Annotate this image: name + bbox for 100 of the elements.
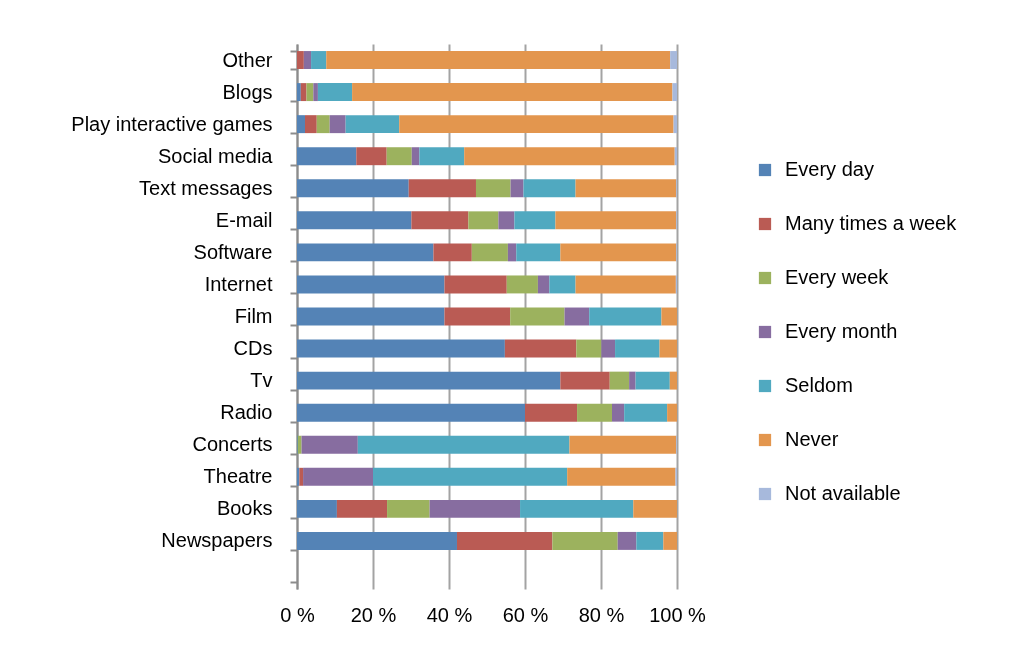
- bar: [429, 499, 521, 518]
- x-tick-label: 0 %: [280, 603, 315, 626]
- bar: [555, 211, 677, 230]
- bar: [636, 531, 664, 550]
- y-tick-label: Play interactive games: [71, 112, 273, 135]
- bar: [663, 531, 677, 550]
- bar: [419, 147, 465, 166]
- bar: [601, 339, 616, 358]
- bar: [670, 51, 677, 70]
- bar: [669, 371, 677, 390]
- bar: [569, 435, 677, 454]
- y-tick-label: CDs: [233, 337, 273, 360]
- legend-label: Seldom: [785, 374, 853, 396]
- bar: [549, 275, 576, 294]
- x-tick-label: 80 %: [578, 603, 625, 626]
- bar: [504, 339, 577, 358]
- bar: [560, 371, 610, 390]
- bar: [297, 179, 409, 198]
- bar: [297, 147, 357, 166]
- bar: [506, 275, 538, 294]
- bar: [577, 403, 613, 422]
- bar: [297, 211, 412, 230]
- bar: [471, 243, 508, 262]
- legend-label: Never: [785, 428, 839, 450]
- y-tick-label: Software: [193, 240, 273, 263]
- legend-label: Many times a week: [785, 212, 958, 234]
- bar: [433, 243, 472, 262]
- legend-label: Every week: [785, 266, 890, 288]
- y-tick-label: Social media: [157, 144, 274, 167]
- bar: [387, 499, 430, 518]
- bar: [299, 467, 304, 486]
- bar: [303, 51, 312, 70]
- bar: [523, 179, 576, 198]
- bar: [552, 531, 618, 550]
- bar: [386, 147, 412, 166]
- bar: [303, 467, 373, 486]
- bar: [313, 83, 318, 102]
- bar: [297, 243, 434, 262]
- bar: [510, 307, 565, 326]
- y-tick-label: Internet: [204, 272, 273, 295]
- bar: [635, 371, 670, 390]
- bar: [356, 147, 387, 166]
- bar: [456, 531, 553, 550]
- bar: [444, 307, 511, 326]
- y-tick-label: Tv: [250, 369, 273, 392]
- bar: [311, 51, 327, 70]
- bar: [633, 499, 677, 518]
- bar: [301, 435, 358, 454]
- bar: [399, 115, 674, 134]
- bar: [297, 499, 337, 518]
- y-tick-label: Blogs: [222, 80, 273, 103]
- bar: [567, 467, 676, 486]
- bar: [297, 51, 304, 70]
- bar: [297, 115, 305, 134]
- bar: [589, 307, 662, 326]
- bar: [564, 307, 590, 326]
- bar: [297, 275, 445, 294]
- bar: [464, 147, 675, 166]
- bar: [617, 531, 637, 550]
- bar: [297, 339, 505, 358]
- bar: [629, 371, 636, 390]
- y-tick-label: E-mail: [215, 208, 273, 231]
- y-tick-label: Concerts: [192, 433, 273, 456]
- bar: [411, 211, 469, 230]
- bar: [297, 371, 561, 390]
- bar: [373, 467, 568, 486]
- x-tick-label: 60 %: [502, 603, 549, 626]
- bar: [475, 179, 511, 198]
- y-tick-label: Books: [216, 497, 273, 520]
- bar: [624, 403, 668, 422]
- x-tick-label: 40 %: [426, 603, 473, 626]
- bar: [575, 179, 677, 198]
- y-tick-label: Film: [234, 305, 273, 327]
- y-tick-label: Theatre: [203, 465, 273, 488]
- bar: [345, 115, 400, 134]
- bar: [317, 83, 353, 102]
- bar: [408, 179, 476, 198]
- bar: [661, 307, 677, 326]
- bar: [609, 371, 630, 390]
- x-tick-label: 100 %: [649, 603, 707, 626]
- bar: [672, 83, 677, 102]
- bar: [444, 275, 507, 294]
- bar: [520, 499, 634, 518]
- legend-label: Every day: [785, 158, 874, 180]
- bar: [510, 179, 524, 198]
- bar: [297, 403, 525, 422]
- bar: [352, 83, 673, 102]
- y-tick-label: Radio: [220, 401, 273, 424]
- bar: [336, 499, 388, 518]
- bar: [297, 307, 445, 326]
- bar: [507, 243, 517, 262]
- bar: [667, 403, 677, 422]
- bar: [537, 275, 550, 294]
- bar: [498, 211, 515, 230]
- y-tick-label: Text messages: [139, 176, 273, 199]
- bar: [329, 115, 346, 134]
- bar: [316, 115, 330, 134]
- bar: [612, 403, 625, 422]
- x-tick-label: 20 %: [350, 603, 397, 626]
- bar: [575, 275, 676, 294]
